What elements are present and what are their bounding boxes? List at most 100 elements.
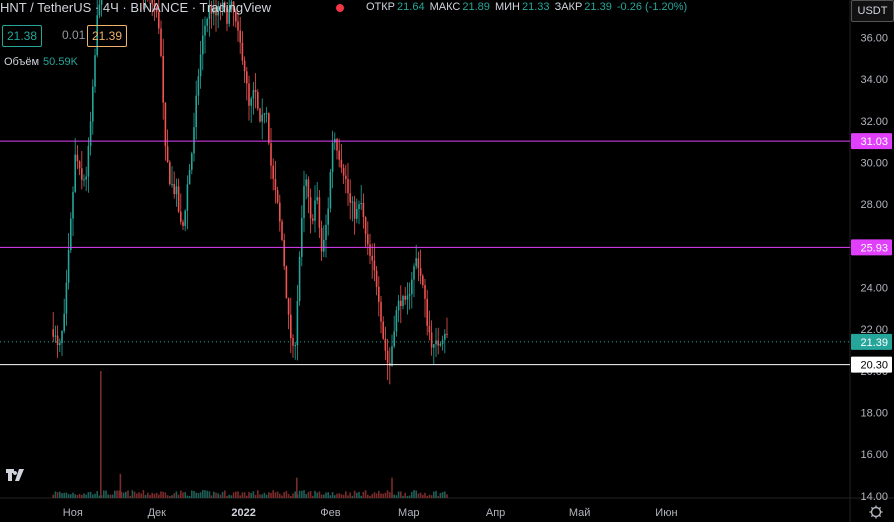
candle-body: [380, 301, 382, 322]
volume-bar: [397, 491, 400, 498]
candle-body: [298, 256, 301, 301]
candle-body: [202, 35, 204, 55]
volume-bar: [406, 495, 409, 498]
volume-bar: [59, 491, 61, 498]
level-price-label: 25.93: [860, 242, 888, 254]
volume-bar: [103, 490, 105, 498]
volume-bar: [125, 491, 127, 498]
candle-body: [373, 260, 376, 271]
volume-bar: [334, 495, 336, 498]
candle-body: [446, 333, 448, 335]
interval-label: 4Ч: [102, 0, 119, 15]
volume-bar: [118, 490, 120, 498]
time-tick-label: Апр: [486, 507, 505, 519]
candle-body: [96, 15, 98, 56]
volume-bar: [243, 492, 246, 498]
candle-body: [362, 202, 365, 218]
volume-bar: [270, 492, 272, 498]
price-tick-label: 36.00: [860, 33, 888, 45]
volume-bar: [246, 495, 248, 498]
volume-bar: [111, 494, 114, 498]
volume-bar: [226, 495, 228, 498]
volume-bar: [56, 492, 59, 498]
volume-bar: [430, 495, 433, 498]
time-tick-label: Мар: [398, 507, 420, 519]
candle-body: [369, 244, 371, 256]
candle-body: [411, 279, 413, 295]
candle-body: [226, 7, 228, 24]
volume-bar: [362, 491, 365, 498]
volume-bar: [259, 494, 261, 498]
volume-bar: [373, 492, 376, 498]
candle-body: [413, 266, 415, 280]
volume-bar: [105, 490, 107, 498]
candle-body: [243, 60, 246, 72]
candle-body: [439, 343, 442, 346]
volume-bar: [65, 492, 68, 498]
volume-bar: [61, 493, 63, 498]
ask-price-box[interactable]: 21.39: [87, 25, 128, 47]
volume-bar: [287, 494, 290, 498]
volume-bar: [279, 493, 281, 498]
price-tick-label: 18.00: [860, 408, 888, 420]
volume-bar: [241, 492, 244, 498]
volume-bar: [327, 492, 329, 498]
volume-bar: [272, 490, 274, 498]
candle-body: [81, 168, 83, 180]
candle-body: [61, 331, 63, 344]
candle-body: [74, 154, 76, 192]
volume-bar: [208, 491, 211, 498]
volume-bar: [164, 492, 167, 498]
volume-bar: [197, 493, 200, 498]
tradingview-logo-icon[interactable]: [5, 467, 29, 483]
volume-bar: [92, 494, 94, 498]
candle-body: [417, 258, 420, 269]
volume-bar: [257, 490, 259, 498]
volume-bar: [360, 495, 362, 498]
volume-bar: [100, 495, 103, 498]
volume-bar: [367, 494, 369, 498]
candle-body: [175, 186, 178, 195]
volume-bar: [358, 491, 360, 498]
volume-bar: [202, 490, 204, 498]
volume-bar: [98, 495, 101, 498]
volume-bar: [85, 494, 87, 498]
candle-body: [94, 55, 96, 87]
volume-legend: Объём 50.59K: [4, 56, 78, 68]
candle-body: [224, 2, 226, 8]
candle-body: [259, 108, 261, 122]
volume-bar: [419, 492, 422, 498]
bid-price-box[interactable]: 21.38: [2, 25, 43, 47]
volume-bar: [195, 492, 197, 498]
volume-bar: [303, 490, 305, 498]
candle-body: [248, 83, 250, 106]
candle-body: [199, 54, 202, 77]
volume-value: 50.59K: [43, 56, 78, 68]
currency-button[interactable]: USDT: [851, 0, 894, 22]
price-tick-label: 16.00: [860, 449, 888, 461]
symbol-title[interactable]: HNT / TetherUS · 4Ч · BINANCE · TradingV…: [0, 0, 272, 15]
volume-bar: [444, 491, 446, 498]
volume-bar: [188, 495, 191, 498]
candle-body: [98, 4, 101, 16]
time-tick-label: Июн: [655, 507, 677, 519]
price-tick-label: 28.00: [860, 199, 888, 211]
market-status-icon: [336, 4, 344, 12]
volume-bar: [109, 494, 112, 498]
settings-gear-icon[interactable]: [869, 505, 883, 519]
volume-bar: [219, 494, 222, 498]
candle-body: [171, 184, 173, 186]
candle-body: [323, 239, 325, 252]
candle-body: [292, 338, 294, 346]
volume-bar: [127, 490, 129, 498]
volume-bar: [254, 494, 257, 498]
volume-bar: [312, 495, 314, 498]
candle-body: [364, 217, 367, 235]
candle-body: [367, 234, 369, 245]
volume-bar: [171, 495, 173, 498]
price-tick-label: 30.00: [860, 158, 888, 170]
candle-body: [221, 2, 224, 10]
volume-bar: [417, 493, 420, 498]
candle-body: [415, 258, 417, 267]
